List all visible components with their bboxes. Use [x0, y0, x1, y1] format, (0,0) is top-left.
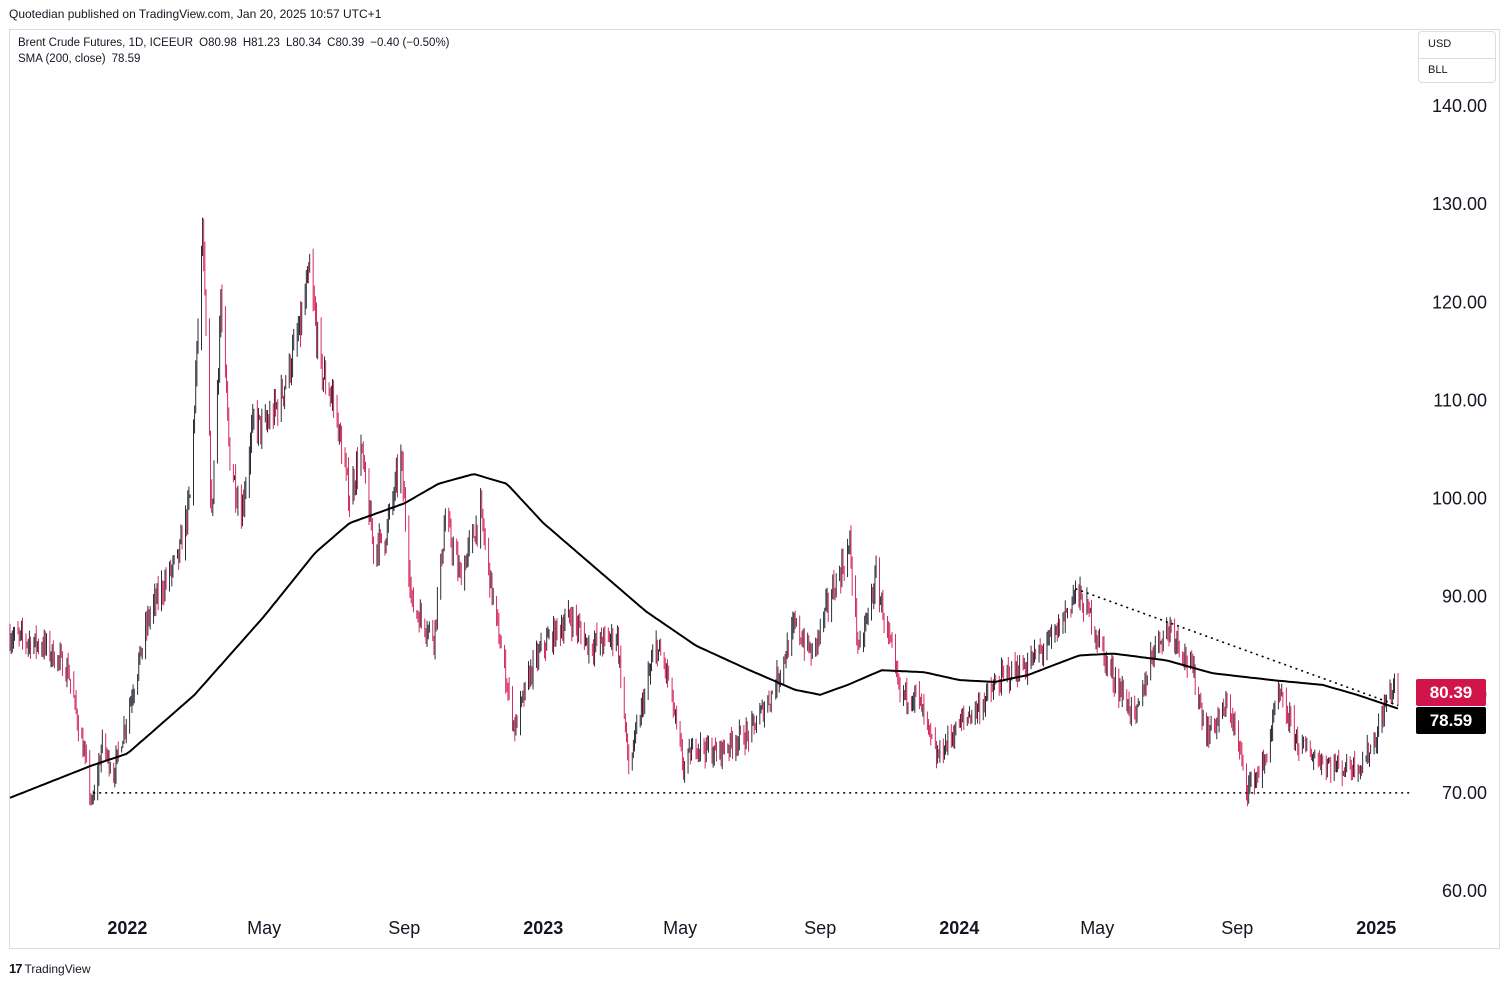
y-tick-label: 90.00	[1442, 587, 1487, 607]
symbol-name: Brent Crude Futures, 1D, ICEEUR	[18, 37, 194, 49]
x-tick-label: Sep	[1221, 918, 1253, 938]
x-tick-label: May	[1080, 918, 1114, 938]
symbol-legend-row[interactable]: Brent Crude Futures, 1D, ICEEUR O80.98 H…	[18, 35, 450, 51]
chart-legend: Brent Crude Futures, 1D, ICEEUR O80.98 H…	[18, 35, 450, 67]
candlestick-series	[9, 217, 1399, 807]
ohlc-close: C80.39	[327, 37, 365, 49]
x-tick-label: 2024	[939, 918, 979, 938]
time-axis: 2022 May Sep 2023 May Sep 2024 May Sep 2025	[107, 918, 1396, 938]
x-tick-label: 2023	[523, 918, 563, 938]
x-tick-label: 2025	[1356, 918, 1396, 938]
unit-label[interactable]: BLL	[1428, 64, 1448, 76]
price-axis: 140.00130.00120.00110.00100.0090.0080.00…	[1432, 96, 1487, 901]
ohlc-high: H81.23	[242, 37, 280, 49]
sma-value: 78.59	[111, 53, 141, 65]
x-tick-label: May	[247, 918, 281, 938]
ohlc-low: L80.34	[285, 37, 322, 49]
sma-label: SMA (200, close)	[18, 53, 106, 65]
x-tick-label: May	[663, 918, 697, 938]
tradingview-logo[interactable]: 17 TradingView	[9, 961, 91, 976]
y-tick-label: 60.00	[1442, 881, 1487, 901]
y-tick-label: 100.00	[1432, 489, 1487, 509]
y-tick-label: 140.00	[1432, 96, 1487, 116]
price-change: −0.40 (−0.50%)	[370, 37, 450, 49]
sma-200-line	[9, 473, 1399, 799]
sma-price-tag: 78.59	[1416, 707, 1486, 734]
divider	[1419, 58, 1495, 59]
descending-trendline	[1075, 588, 1399, 707]
sma-legend-row[interactable]: SMA (200, close) 78.59	[18, 51, 450, 67]
chart-frame[interactable]	[9, 29, 1500, 949]
tradingview-logo-text: TradingView	[24, 961, 91, 976]
x-tick-label: 2022	[107, 918, 147, 938]
currency-unit-selector[interactable]: USD BLL	[1418, 31, 1496, 83]
y-tick-label: 70.00	[1442, 783, 1487, 803]
currency-label[interactable]: USD	[1428, 38, 1452, 50]
ohlc-open: O80.98	[199, 37, 237, 49]
tradingview-logo-icon: 17	[9, 961, 23, 976]
x-tick-label: Sep	[388, 918, 420, 938]
x-tick-label: Sep	[804, 918, 836, 938]
y-tick-label: 110.00	[1433, 390, 1487, 410]
publisher-line: Quotedian published on TradingView.com, …	[9, 7, 382, 21]
y-tick-label: 120.00	[1432, 292, 1487, 312]
y-tick-label: 130.00	[1432, 194, 1487, 214]
last-price-tag: 80.39	[1416, 679, 1486, 706]
